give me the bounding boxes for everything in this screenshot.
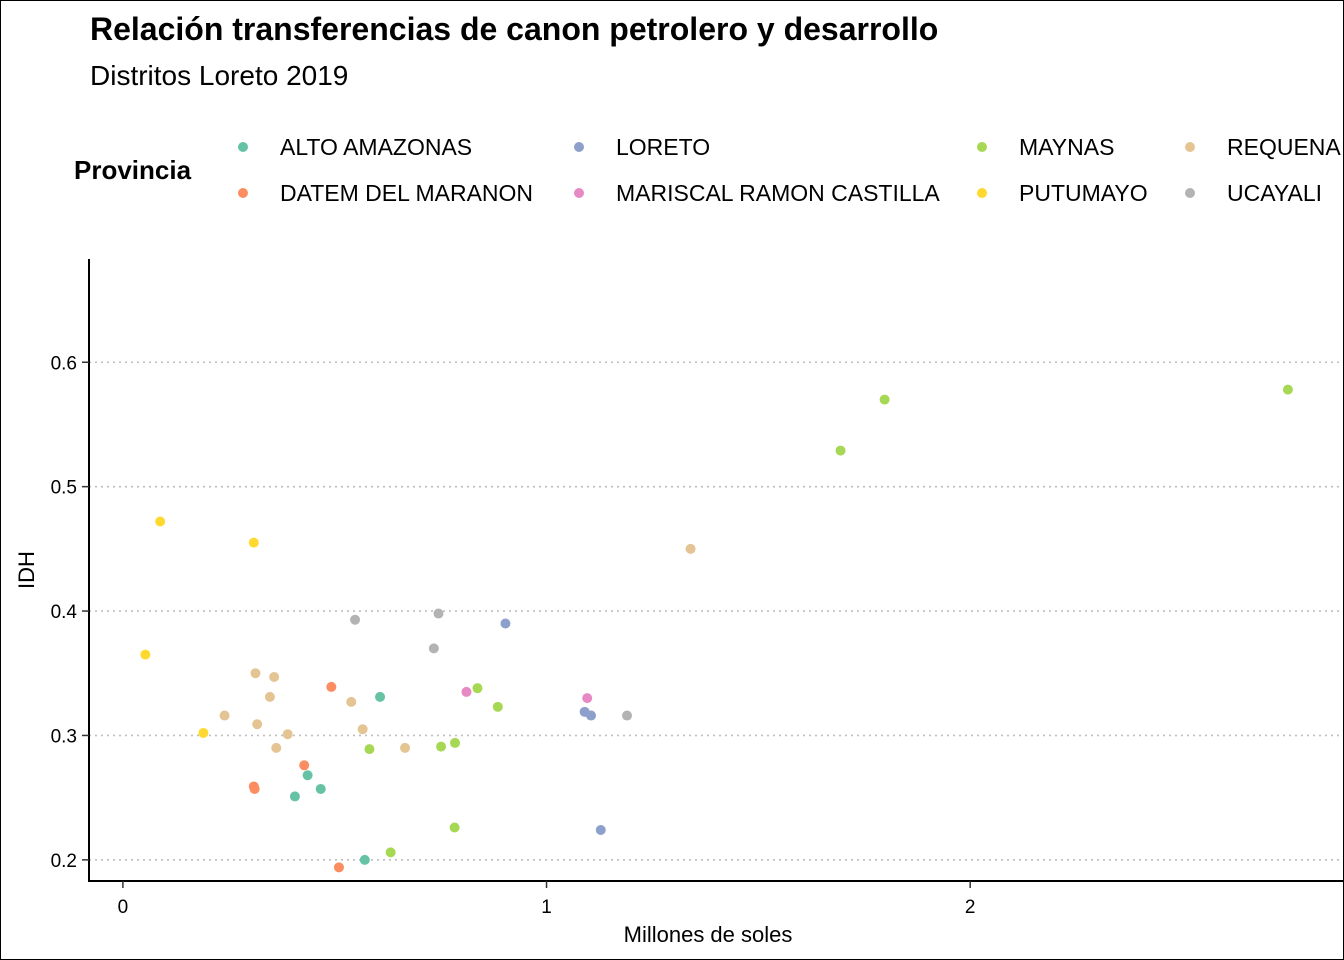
- data-point: [492, 701, 503, 712]
- legend-swatch: [238, 142, 248, 152]
- y-tick-label: 0.4: [51, 602, 78, 623]
- y-tick-label: 0.6: [51, 353, 77, 374]
- legend-swatch: [1185, 142, 1195, 152]
- data-point: [879, 394, 890, 405]
- y-axis-title: IDH: [14, 551, 39, 589]
- series-requena: [219, 543, 696, 753]
- data-point: [385, 847, 396, 858]
- data-point: [622, 710, 633, 721]
- y-tick-label: 0.3: [51, 726, 77, 747]
- data-point: [252, 719, 263, 730]
- x-tick-label: 1: [541, 897, 552, 918]
- data-point: [346, 696, 357, 707]
- chart-title: Relación transferencias de canon petrole…: [90, 11, 939, 47]
- series-maynas: [364, 384, 1293, 858]
- data-point: [250, 668, 261, 679]
- data-point: [375, 691, 386, 702]
- data-point: [219, 710, 230, 721]
- legend-swatch: [574, 188, 584, 198]
- legend-swatch: [1185, 188, 1195, 198]
- series-alto-amazonas: [289, 691, 386, 865]
- data-point: [198, 727, 209, 738]
- data-point: [595, 824, 606, 835]
- data-point: [357, 724, 368, 735]
- data-point: [685, 543, 696, 554]
- series-loreto: [500, 618, 606, 835]
- legend-swatch: [977, 142, 987, 152]
- data-point: [315, 783, 326, 794]
- legend-label: PUTUMAYO: [1019, 180, 1148, 206]
- series-ucayali: [350, 608, 633, 721]
- data-point: [428, 643, 439, 654]
- legend-swatch: [238, 188, 248, 198]
- data-point: [461, 686, 472, 697]
- series-datem-del-maranon: [248, 681, 344, 873]
- data-point: [333, 862, 344, 873]
- data-point: [436, 741, 447, 752]
- legend-label: UCAYALI: [1227, 180, 1323, 206]
- legend-label: REQUENA: [1227, 134, 1341, 160]
- data-point: [248, 537, 259, 548]
- data-point: [364, 744, 375, 755]
- legend-label: DATEM DEL MARANON: [280, 180, 534, 206]
- data-point: [282, 729, 293, 740]
- legend-label: MAYNAS: [1019, 134, 1115, 160]
- data-point: [264, 691, 275, 702]
- data-point: [350, 614, 361, 625]
- data-point: [472, 683, 483, 694]
- data-point: [289, 791, 300, 802]
- x-tick-label: 2: [965, 897, 976, 918]
- data-point: [835, 445, 846, 456]
- legend-swatch: [977, 188, 987, 198]
- series-mariscal-ramon-castilla: [461, 686, 593, 704]
- data-point: [271, 742, 282, 753]
- data-point: [269, 671, 280, 682]
- y-tick-label: 0.2: [51, 851, 77, 872]
- series-putumayo: [140, 516, 259, 738]
- data-point: [359, 854, 370, 865]
- data-point: [433, 608, 444, 619]
- data-point: [302, 770, 313, 781]
- y-tick-label: 0.5: [51, 478, 77, 499]
- legend-label: MARISCAL RAMON CASTILLA: [616, 180, 940, 206]
- legend-title: Provincia: [74, 155, 192, 185]
- x-axis-title: Millones de soles: [624, 922, 793, 947]
- data-point: [500, 618, 511, 629]
- data-point: [140, 649, 151, 660]
- data-point: [400, 742, 411, 753]
- data-point: [249, 783, 260, 794]
- data-point: [299, 760, 310, 771]
- legend-label: ALTO AMAZONAS: [280, 134, 473, 160]
- data-point: [1282, 384, 1293, 395]
- data-point: [326, 681, 337, 692]
- data-point: [450, 737, 461, 748]
- legend-swatch: [574, 142, 584, 152]
- chart-subtitle: Distritos Loreto 2019: [90, 60, 349, 91]
- x-tick-label: 0: [118, 897, 129, 918]
- data-point: [586, 710, 597, 721]
- data-point: [155, 516, 166, 527]
- data-point: [582, 693, 593, 704]
- data-point: [449, 822, 460, 833]
- legend-label: LORETO: [616, 134, 711, 160]
